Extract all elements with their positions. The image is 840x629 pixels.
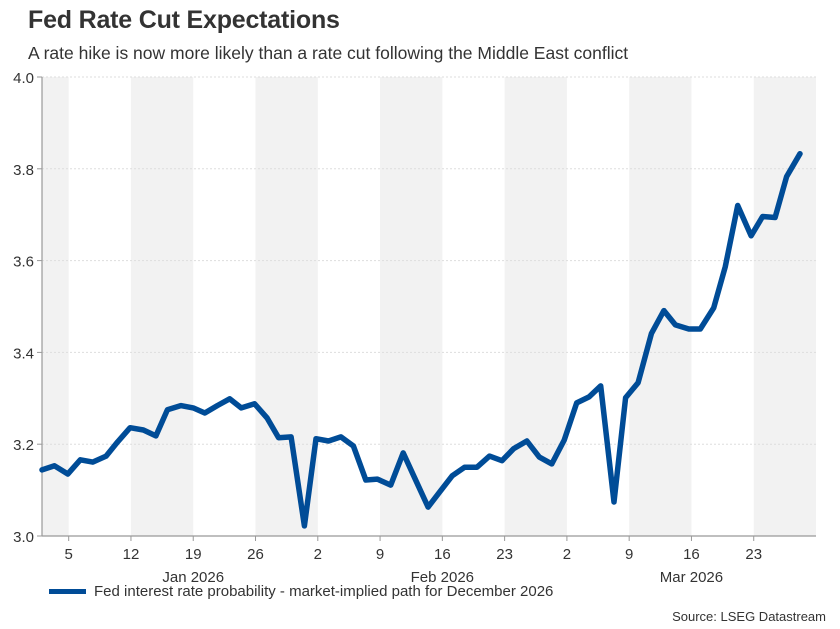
series-line — [39, 150, 803, 529]
gridlines — [42, 76, 816, 445]
month-labels: Jan 2026 Feb 2026 Mar 2026 — [162, 569, 723, 586]
shaded-band — [130, 77, 194, 536]
month-label: Mar 2026 — [660, 569, 723, 586]
y-tick-label: 3.8 — [13, 162, 34, 179]
x-tick-label: 5 — [65, 546, 73, 563]
legend-swatch — [49, 589, 86, 594]
x-tick-label: 23 — [745, 546, 762, 563]
x-tick-label: 9 — [376, 546, 384, 563]
x-tick-label: 2 — [314, 546, 322, 563]
shaded-band — [380, 77, 443, 536]
shaded-bands — [42, 77, 816, 536]
x-tick-label: 19 — [185, 546, 202, 563]
month-label: Feb 2026 — [411, 569, 474, 586]
shaded-band — [255, 77, 318, 536]
source-note: Source: LSEG Datastream — [672, 609, 826, 624]
y-tick-label: 3.2 — [13, 437, 34, 454]
x-tick-label: 12 — [123, 546, 140, 563]
axes — [41, 77, 816, 537]
x-tick-label: 2 — [563, 546, 571, 563]
legend-label: Fed interest rate probability - market-i… — [94, 583, 554, 600]
x-tick-label: 16 — [683, 546, 700, 563]
series-group — [39, 150, 803, 529]
y-axis-ticks: 3.0 3.2 3.4 3.6 3.8 4.0 — [13, 70, 42, 546]
x-tick-label: 9 — [625, 546, 633, 563]
legend: Fed interest rate probability - market-i… — [49, 583, 553, 600]
y-tick-label: 4.0 — [13, 70, 34, 87]
y-tick-label: 3.0 — [13, 529, 34, 546]
x-tick-label: 16 — [434, 546, 451, 563]
chart-subtitle: A rate hike is now more likely than a ra… — [28, 43, 629, 63]
y-tick-label: 3.4 — [13, 345, 34, 362]
shaded-band — [504, 77, 567, 536]
shaded-band — [753, 77, 816, 536]
month-label: Jan 2026 — [162, 569, 224, 586]
shaded-band — [629, 77, 692, 536]
x-tick-label: 26 — [247, 546, 264, 563]
x-axis-ticks: 5 12 19 26 2 9 16 23 2 9 16 23 — [65, 536, 762, 563]
y-tick-label: 3.6 — [13, 254, 34, 271]
x-tick-label: 23 — [496, 546, 513, 563]
shaded-band — [42, 77, 69, 536]
chart-title: Fed Rate Cut Expectations — [28, 6, 340, 34]
